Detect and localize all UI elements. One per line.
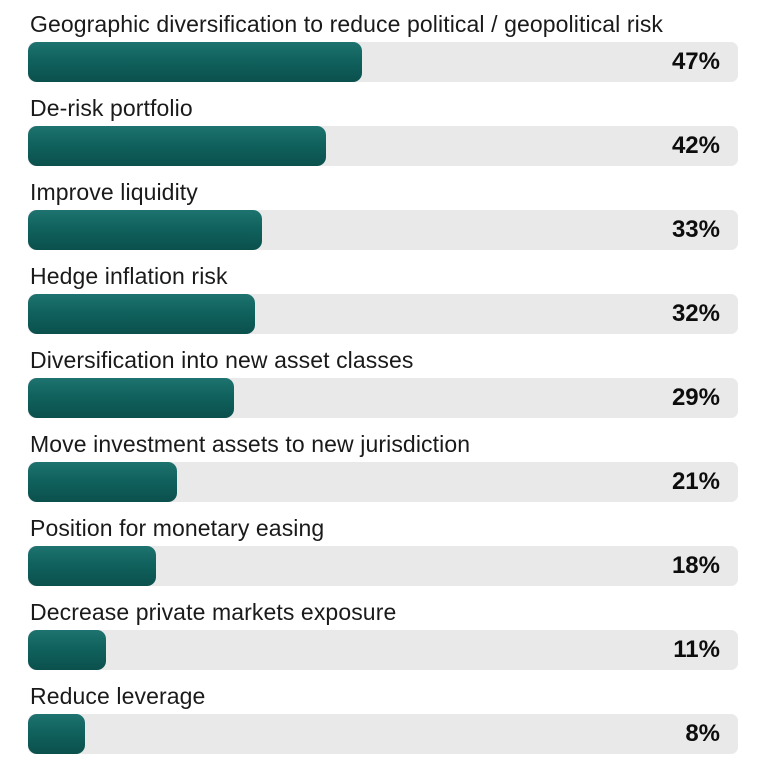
category-label: Hedge inflation risk	[30, 263, 228, 289]
bar-fill	[28, 462, 178, 502]
bar-track: 18%	[28, 546, 738, 586]
category-label: Improve liquidity	[30, 179, 198, 205]
bar-row: Improve liquidity 33%	[28, 174, 738, 258]
bar-track: 29%	[28, 378, 738, 418]
value-label: 21%	[671, 468, 720, 495]
bar-track: 21%	[28, 462, 738, 502]
bar-track: 47%	[28, 42, 738, 82]
value-label: 11%	[673, 636, 720, 663]
bar-track: 8%	[28, 714, 738, 754]
bar-fill	[28, 378, 234, 418]
category-label: Decrease private markets exposure	[30, 599, 397, 625]
bar-row: Position for monetary easing 18%	[28, 510, 738, 594]
bar-fill	[28, 294, 256, 334]
bar-row: Reduce leverage 8%	[28, 678, 738, 762]
bar-fill	[28, 210, 263, 250]
value-label: 47%	[671, 48, 720, 75]
category-label: Move investment assets to new jurisdicti…	[30, 431, 471, 457]
bar-row: Hedge inflation risk 32%	[28, 258, 738, 342]
bar-row: Decrease private markets exposure 11%	[28, 594, 738, 678]
bar-fill	[28, 630, 107, 670]
bar-fill	[28, 42, 362, 82]
bar-fill	[28, 126, 327, 166]
category-label: Position for monetary easing	[30, 515, 325, 541]
bar-fill	[28, 714, 85, 754]
bar-row: Move investment assets to new jurisdicti…	[28, 426, 738, 510]
category-label: Reduce leverage	[30, 683, 206, 709]
bar-track: 42%	[28, 126, 738, 166]
bar-track: 11%	[28, 630, 738, 670]
value-label: 32%	[671, 300, 720, 327]
bar-row: De-risk portfolio 42%	[28, 90, 738, 174]
value-label: 33%	[671, 216, 720, 243]
bar-track: 32%	[28, 294, 738, 334]
bar-track: 33%	[28, 210, 738, 250]
category-label: Diversification into new asset classes	[30, 347, 414, 373]
category-label: De-risk portfolio	[30, 95, 193, 121]
bar-fill	[28, 546, 156, 586]
category-label: Geographic diversification to reduce pol…	[30, 11, 664, 37]
bar-row: Diversification into new asset classes 2…	[28, 342, 738, 426]
bar-row: Geographic diversification to reduce pol…	[28, 6, 738, 90]
value-label: 18%	[671, 552, 720, 579]
value-label: 8%	[685, 720, 720, 747]
value-label: 42%	[671, 132, 720, 159]
value-label: 29%	[671, 384, 720, 411]
